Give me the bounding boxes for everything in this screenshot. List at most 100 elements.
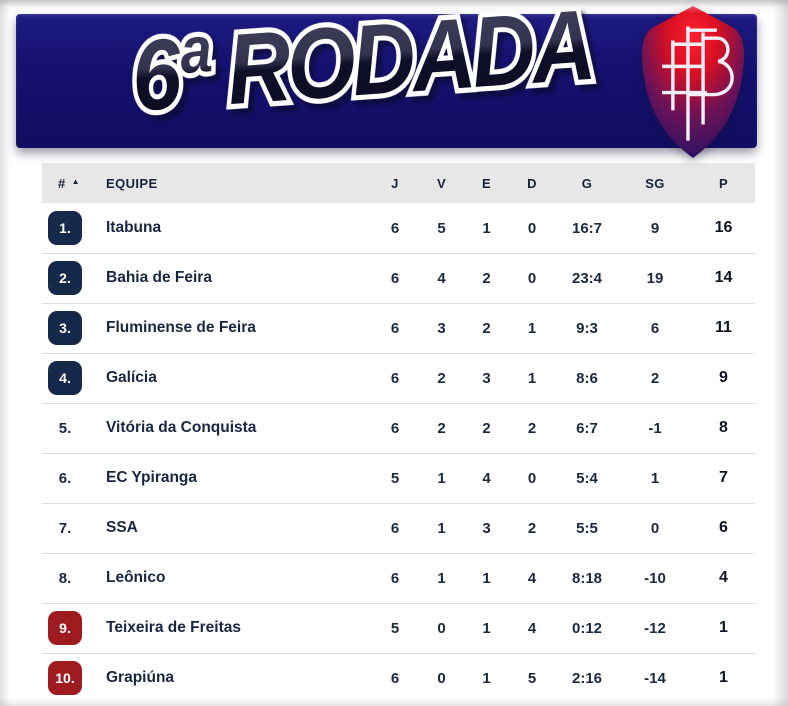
stat-draws: 4 xyxy=(482,469,491,487)
table-row: 10. Grapiúna 6 0 1 5 2:16 -14 1 xyxy=(42,653,755,703)
stat-played: 5 xyxy=(390,619,400,637)
position-badge: 8. xyxy=(48,561,82,595)
stat-played: 6 xyxy=(390,519,400,537)
stat-points: 16 xyxy=(714,219,733,236)
table-row: 2. Bahia de Feira 6 4 2 0 23:4 19 14 xyxy=(42,253,755,303)
header-position-label: # xyxy=(58,175,66,191)
stat-points: 11 xyxy=(715,319,732,336)
stat-goals: 2:16 xyxy=(571,669,603,687)
position-number: 2. xyxy=(59,270,71,286)
position-badge: 6. xyxy=(48,461,82,495)
position-number: 7. xyxy=(58,519,72,537)
stat-played: 6 xyxy=(390,219,400,237)
position-badge: 10. xyxy=(48,661,82,695)
stat-wins: 1 xyxy=(437,469,446,487)
position-number: 3. xyxy=(59,320,71,336)
stat-goals: 5:4 xyxy=(576,469,598,487)
stat-goals: 6:7 xyxy=(576,419,598,437)
team-name: Galícia xyxy=(106,369,157,386)
banner-title: 6ª RODADA 6ª RODADA xyxy=(124,0,601,137)
header-e[interactable]: E xyxy=(481,175,492,191)
position-cell: 5. xyxy=(42,411,104,445)
header-team[interactable]: EQUIPE xyxy=(106,175,158,191)
stat-points: 7 xyxy=(719,469,728,486)
table-row: 4. Galícia 6 2 3 1 8:6 2 9 xyxy=(42,353,755,403)
stat-goal-diff: 9 xyxy=(650,219,660,237)
fbf-shield-logo xyxy=(641,6,745,158)
position-cell: 10. xyxy=(42,661,104,695)
position-badge: 2. xyxy=(48,261,82,295)
right-edge-shade xyxy=(772,0,788,706)
team-name: Teixeira de Freitas xyxy=(106,619,241,636)
stat-wins: 3 xyxy=(437,319,446,337)
stat-goals: 16:7 xyxy=(571,219,603,237)
stat-wins: 1 xyxy=(437,519,446,537)
team-name: SSA xyxy=(106,519,138,536)
team-name: Leônico xyxy=(106,569,166,586)
stat-draws: 3 xyxy=(482,369,491,387)
position-badge: 5. xyxy=(48,411,82,445)
table-row: 8. Leônico 6 1 1 4 8:18 -10 4 xyxy=(42,553,755,603)
stat-wins: 0 xyxy=(437,669,446,687)
stat-wins: 2 xyxy=(437,369,446,387)
stat-wins: 1 xyxy=(437,569,446,587)
position-cell: 6. xyxy=(42,461,104,495)
position-badge: 7. xyxy=(48,511,82,545)
table-row: 9. Teixeira de Freitas 5 0 1 4 0:12 -12 … xyxy=(42,603,755,653)
stat-goals: 8:18 xyxy=(571,569,603,587)
stat-goal-diff: 19 xyxy=(646,269,664,287)
position-number: 1. xyxy=(59,220,71,236)
position-number: 9. xyxy=(59,620,71,636)
team-name: Fluminense de Feira xyxy=(106,319,256,336)
header-d[interactable]: D xyxy=(527,175,537,191)
header-position[interactable]: # ▲ xyxy=(42,176,104,191)
stat-goal-diff: -10 xyxy=(644,569,666,587)
header-j[interactable]: J xyxy=(391,175,399,191)
stat-goal-diff: 6 xyxy=(650,319,660,337)
fb-monogram xyxy=(662,26,734,141)
position-badge: 1. xyxy=(48,211,82,245)
header-g[interactable]: G xyxy=(581,175,593,191)
stat-wins: 0 xyxy=(437,619,446,637)
team-name: Vitória da Conquista xyxy=(106,419,257,436)
stat-goal-diff: 2 xyxy=(650,369,660,387)
stat-points: 6 xyxy=(719,519,728,536)
position-number: 6. xyxy=(58,469,72,487)
header-v[interactable]: V xyxy=(436,175,447,191)
table-row: 3. Fluminense de Feira 6 3 2 1 9:3 6 11 xyxy=(42,303,755,353)
team-name: Itabuna xyxy=(106,219,162,236)
stat-losses: 0 xyxy=(527,469,537,487)
table-header: # ▲ EQUIPE J V E D G SG P xyxy=(42,163,755,203)
stat-goal-diff: 1 xyxy=(650,469,660,487)
banner-title-text: 6ª RODADA xyxy=(128,0,596,136)
position-cell: 9. xyxy=(42,611,104,645)
stat-losses: 5 xyxy=(527,669,537,687)
stat-losses: 2 xyxy=(527,519,537,537)
stat-losses: 0 xyxy=(527,219,537,237)
stat-points: 9 xyxy=(719,369,728,386)
header-sg[interactable]: SG xyxy=(645,175,665,191)
stat-played: 6 xyxy=(390,269,400,287)
stat-losses: 4 xyxy=(527,619,537,637)
stat-points: 4 xyxy=(719,569,728,586)
header-p[interactable]: P xyxy=(718,175,729,191)
position-cell: 3. xyxy=(42,311,104,345)
stat-losses: 1 xyxy=(527,319,537,337)
stat-goal-diff: 0 xyxy=(650,519,660,537)
stat-draws: 1 xyxy=(482,569,491,587)
stat-goals: 23:4 xyxy=(571,269,603,287)
shield-shape xyxy=(641,6,745,158)
table-row: 6. EC Ypiranga 5 1 4 0 5:4 1 7 xyxy=(42,453,755,503)
standings-table: # ▲ EQUIPE J V E D G SG P 1. Itabuna 6 xyxy=(42,163,755,703)
stat-draws: 2 xyxy=(482,269,491,287)
team-name: Bahia de Feira xyxy=(106,269,212,286)
stat-draws: 1 xyxy=(482,219,491,237)
stat-draws: 1 xyxy=(482,669,491,687)
stat-wins: 4 xyxy=(437,269,446,287)
position-number: 10. xyxy=(55,670,75,686)
position-badge: 9. xyxy=(48,611,82,645)
stat-goals: 5:5 xyxy=(576,519,598,537)
stat-losses: 0 xyxy=(527,269,537,287)
position-number: 5. xyxy=(58,419,72,437)
position-badge: 3. xyxy=(48,311,82,345)
